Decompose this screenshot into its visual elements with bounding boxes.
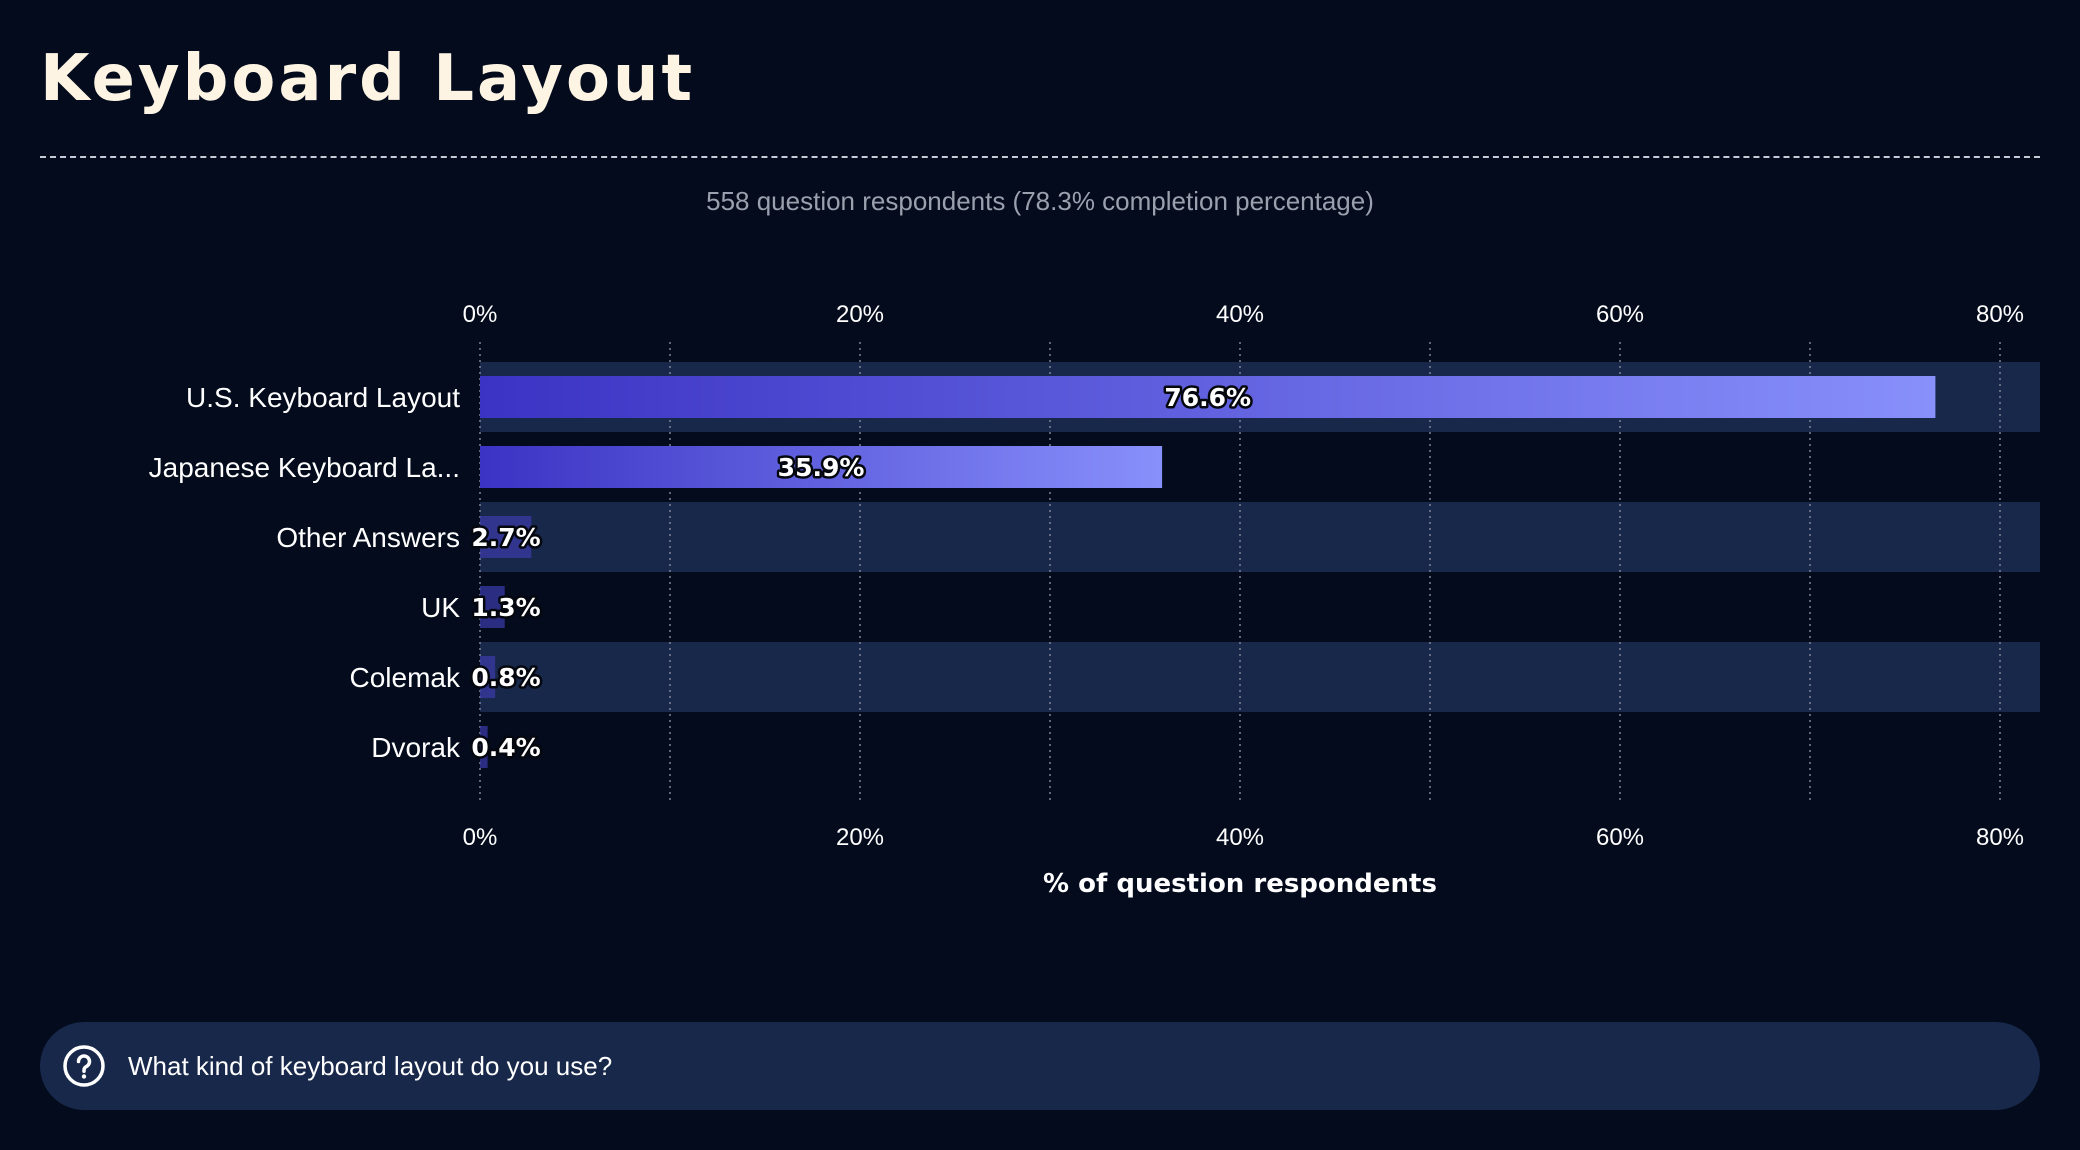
value-label: 76.6%	[1164, 383, 1251, 412]
x-tick-label: 60%	[1596, 824, 1644, 851]
bar	[480, 446, 1163, 488]
x-tick-label: 60%	[1596, 301, 1644, 328]
x-tick-label: 20%	[836, 824, 884, 851]
title-divider	[40, 156, 2040, 158]
category-label: Japanese Keyboard La...	[149, 452, 460, 483]
bars	[480, 376, 1936, 768]
x-tick-label: 0%	[463, 301, 498, 328]
bar	[480, 376, 1936, 418]
category-label: Colemak	[350, 662, 461, 693]
value-labels: 76.6% 35.9% 2.7% 1.3% 0.8% 0.4%	[469, 381, 1254, 765]
row-band	[480, 502, 2040, 572]
category-labels: U.S. Keyboard Layout Japanese Keyboard La…	[149, 382, 461, 763]
category-label: Dvorak	[371, 732, 461, 763]
x-tick-label: 40%	[1216, 301, 1264, 328]
category-label: U.S. Keyboard Layout	[186, 382, 460, 413]
value-label: 2.7%	[471, 523, 540, 552]
bar	[480, 516, 532, 558]
x-tick-label: 20%	[836, 301, 884, 328]
bar	[480, 586, 505, 628]
page-title: Keyboard Layout	[40, 42, 696, 116]
value-label: 0.4%	[471, 733, 540, 762]
chart-subtitle: 558 question respondents (78.3% completi…	[706, 186, 1374, 216]
value-label: 1.3%	[471, 593, 540, 622]
bar	[480, 656, 496, 698]
x-axis-bottom: 0% 20% 40% 60% 80%	[463, 824, 2024, 851]
category-label: Other Answers	[276, 522, 460, 553]
question-text: What kind of keyboard layout do you use?	[128, 1051, 613, 1081]
grid-lines	[479, 342, 2001, 800]
row-bands	[480, 362, 2040, 712]
x-tick-label: 40%	[1216, 824, 1264, 851]
x-tick-label: 0%	[463, 824, 498, 851]
row-band	[480, 642, 2040, 712]
question-bar: What kind of keyboard layout do you use?	[40, 1022, 2040, 1110]
x-tick-label: 80%	[1976, 824, 2024, 851]
question-circle-icon	[63, 1045, 105, 1087]
value-label: 35.9%	[778, 453, 865, 482]
x-axis-top: 0% 20% 40% 60% 80%	[463, 301, 2024, 328]
value-label: 0.8%	[471, 663, 540, 692]
bar	[480, 726, 488, 768]
bar-chart: 0% 20% 40% 60% 80% 0% 20% 40% 60% 80% U.S. Keybo…	[149, 301, 2040, 899]
category-label: UK	[421, 592, 460, 623]
x-tick-label: 80%	[1976, 301, 2024, 328]
x-axis-title: % of question respondents	[1043, 869, 1437, 899]
